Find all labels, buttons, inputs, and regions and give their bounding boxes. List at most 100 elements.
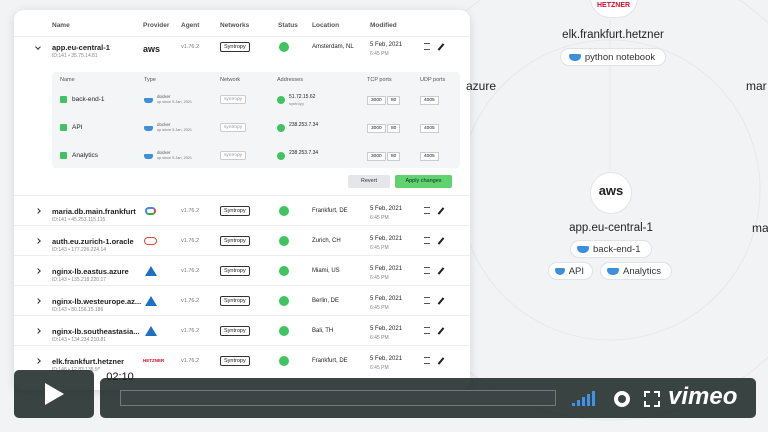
date: 5 Feb, 2021 <box>370 326 403 332</box>
docker-icon <box>144 154 153 159</box>
location: Miami, US <box>312 268 340 274</box>
checkbox[interactable] <box>60 96 67 103</box>
details-action[interactable] <box>424 237 430 244</box>
fullscreen-icon[interactable] <box>644 391 660 407</box>
status-ok <box>277 124 285 132</box>
pill-label: back-end-1 <box>593 243 641 255</box>
location: Frankfurt, DE <box>312 358 348 364</box>
network-tag: Syntropy <box>220 296 250 306</box>
network-tag: Syntropy <box>220 206 250 216</box>
agent-version: v1.76.2 <box>181 208 200 214</box>
volume-bar[interactable] <box>592 391 595 406</box>
node-label: ma <box>752 221 768 235</box>
row-name[interactable]: nginx-lb.southeastasia... <box>52 327 140 336</box>
details-action[interactable] <box>424 327 430 334</box>
agent-version: v1.76.2 <box>181 298 200 304</box>
address: 238.253.7.34 <box>289 150 319 156</box>
agent-version: v1.76.2 <box>181 268 200 274</box>
agent-version: v1.76.2 <box>181 238 200 244</box>
play-button[interactable] <box>14 370 94 418</box>
volume-bar[interactable] <box>572 403 575 406</box>
status-ok <box>279 42 289 52</box>
time: 6:45 PM <box>370 215 389 221</box>
checkbox[interactable] <box>60 152 67 159</box>
column-header: Networks <box>220 22 250 29</box>
row-meta: ID:143 • 177.226.224.14 <box>52 247 107 253</box>
volume-bar[interactable] <box>587 394 590 406</box>
sub-column-header: UDP ports <box>420 77 446 83</box>
date: 5 Feb, 2021 <box>370 296 403 302</box>
row-meta: ID:143 • 134.234.210.81 <box>52 337 107 343</box>
service-type: docker <box>157 94 171 99</box>
volume-bar[interactable] <box>577 400 580 406</box>
status-ok <box>277 152 285 160</box>
address-note: syntropy <box>289 101 305 106</box>
network-tag: Syntropy <box>220 266 250 276</box>
service-type: docker <box>157 122 171 127</box>
agent-version: v1.76.2 <box>181 358 200 364</box>
settings-icon[interactable] <box>614 391 630 407</box>
time: 6:45 PM <box>370 365 389 371</box>
date: 5 Feb, 2021 <box>370 356 403 362</box>
docker-icon <box>144 126 153 131</box>
date: 5 Feb, 2021 <box>370 206 403 212</box>
row-name[interactable]: auth.eu.zurich-1.oracle <box>52 237 134 246</box>
network-tag: syntropy <box>220 95 247 104</box>
node-label: elk.frankfurt.hetzner <box>562 29 664 41</box>
row-name[interactable]: app.eu-central-1 <box>52 43 110 52</box>
pill-label: Analytics <box>623 265 662 277</box>
column-header: Location <box>312 22 340 29</box>
tcp-port: 3000 <box>367 124 386 133</box>
details-action[interactable] <box>424 207 430 214</box>
tcp-port: 80 <box>387 124 401 133</box>
row-divider <box>14 345 470 346</box>
service-pill: python notebook <box>560 48 666 66</box>
revert-button[interactable]: Revert <box>348 175 390 188</box>
details-action[interactable] <box>424 267 430 274</box>
provider-icon <box>145 326 157 336</box>
sub-column-header: TCP ports <box>367 77 392 83</box>
location: Berlin, DE <box>312 298 340 304</box>
apply-button[interactable]: Apply changes <box>395 175 452 188</box>
column-header: Modified <box>370 22 397 29</box>
service-pill: API <box>548 262 593 280</box>
status-ok <box>279 236 289 246</box>
service-type: docker <box>157 150 171 155</box>
sub-column-header: Type <box>144 77 156 83</box>
header-divider <box>14 36 470 37</box>
row-meta: ID:143 • 80.156.15.186 <box>52 307 104 313</box>
column-header: Status <box>278 22 298 29</box>
row-name[interactable]: maria.db.main.frankfurt <box>52 207 136 216</box>
row-divider <box>14 255 470 256</box>
progress-track[interactable] <box>120 390 556 406</box>
service-uptime: up since 5 Jan, 2021 <box>157 100 193 104</box>
row-name[interactable]: nginx-lb.westeurope.az... <box>52 297 142 306</box>
node-label: mar <box>746 79 767 93</box>
sub-column-header: Addresses <box>277 77 303 83</box>
row-name[interactable]: nginx-lb.eastus.azure <box>52 267 129 276</box>
row-divider <box>14 225 470 226</box>
status-ok <box>279 206 289 216</box>
hetzner-logo: HETZNER <box>597 2 631 9</box>
time: 6:45 PM <box>370 245 389 251</box>
details-action[interactable] <box>424 357 430 364</box>
location: Zurich, CH <box>312 238 341 244</box>
row-meta: ID:141 • 45.253.115.115 <box>52 217 106 223</box>
location: Frankfurt, DE <box>312 208 348 214</box>
network-tag: Syntropy <box>220 326 250 336</box>
vimeo-logo[interactable]: vimeo <box>668 383 738 410</box>
service-pill: Analytics <box>600 262 672 280</box>
address: 51.72.15.62 <box>289 94 316 100</box>
provider-icon <box>144 237 157 245</box>
checkbox[interactable] <box>60 124 67 131</box>
column-header: Agent <box>181 22 200 29</box>
time: 6:45 PM <box>370 275 389 281</box>
details-action[interactable] <box>424 297 430 304</box>
service-uptime: up since 5 Jan, 2021 <box>157 128 193 132</box>
row-name[interactable]: elk.frankfurt.hetzner <box>52 357 125 366</box>
details-action[interactable] <box>424 43 430 50</box>
service-name: back-end-1 <box>72 96 105 103</box>
volume-bar[interactable] <box>582 397 585 406</box>
aws-circle: aws <box>590 172 632 214</box>
